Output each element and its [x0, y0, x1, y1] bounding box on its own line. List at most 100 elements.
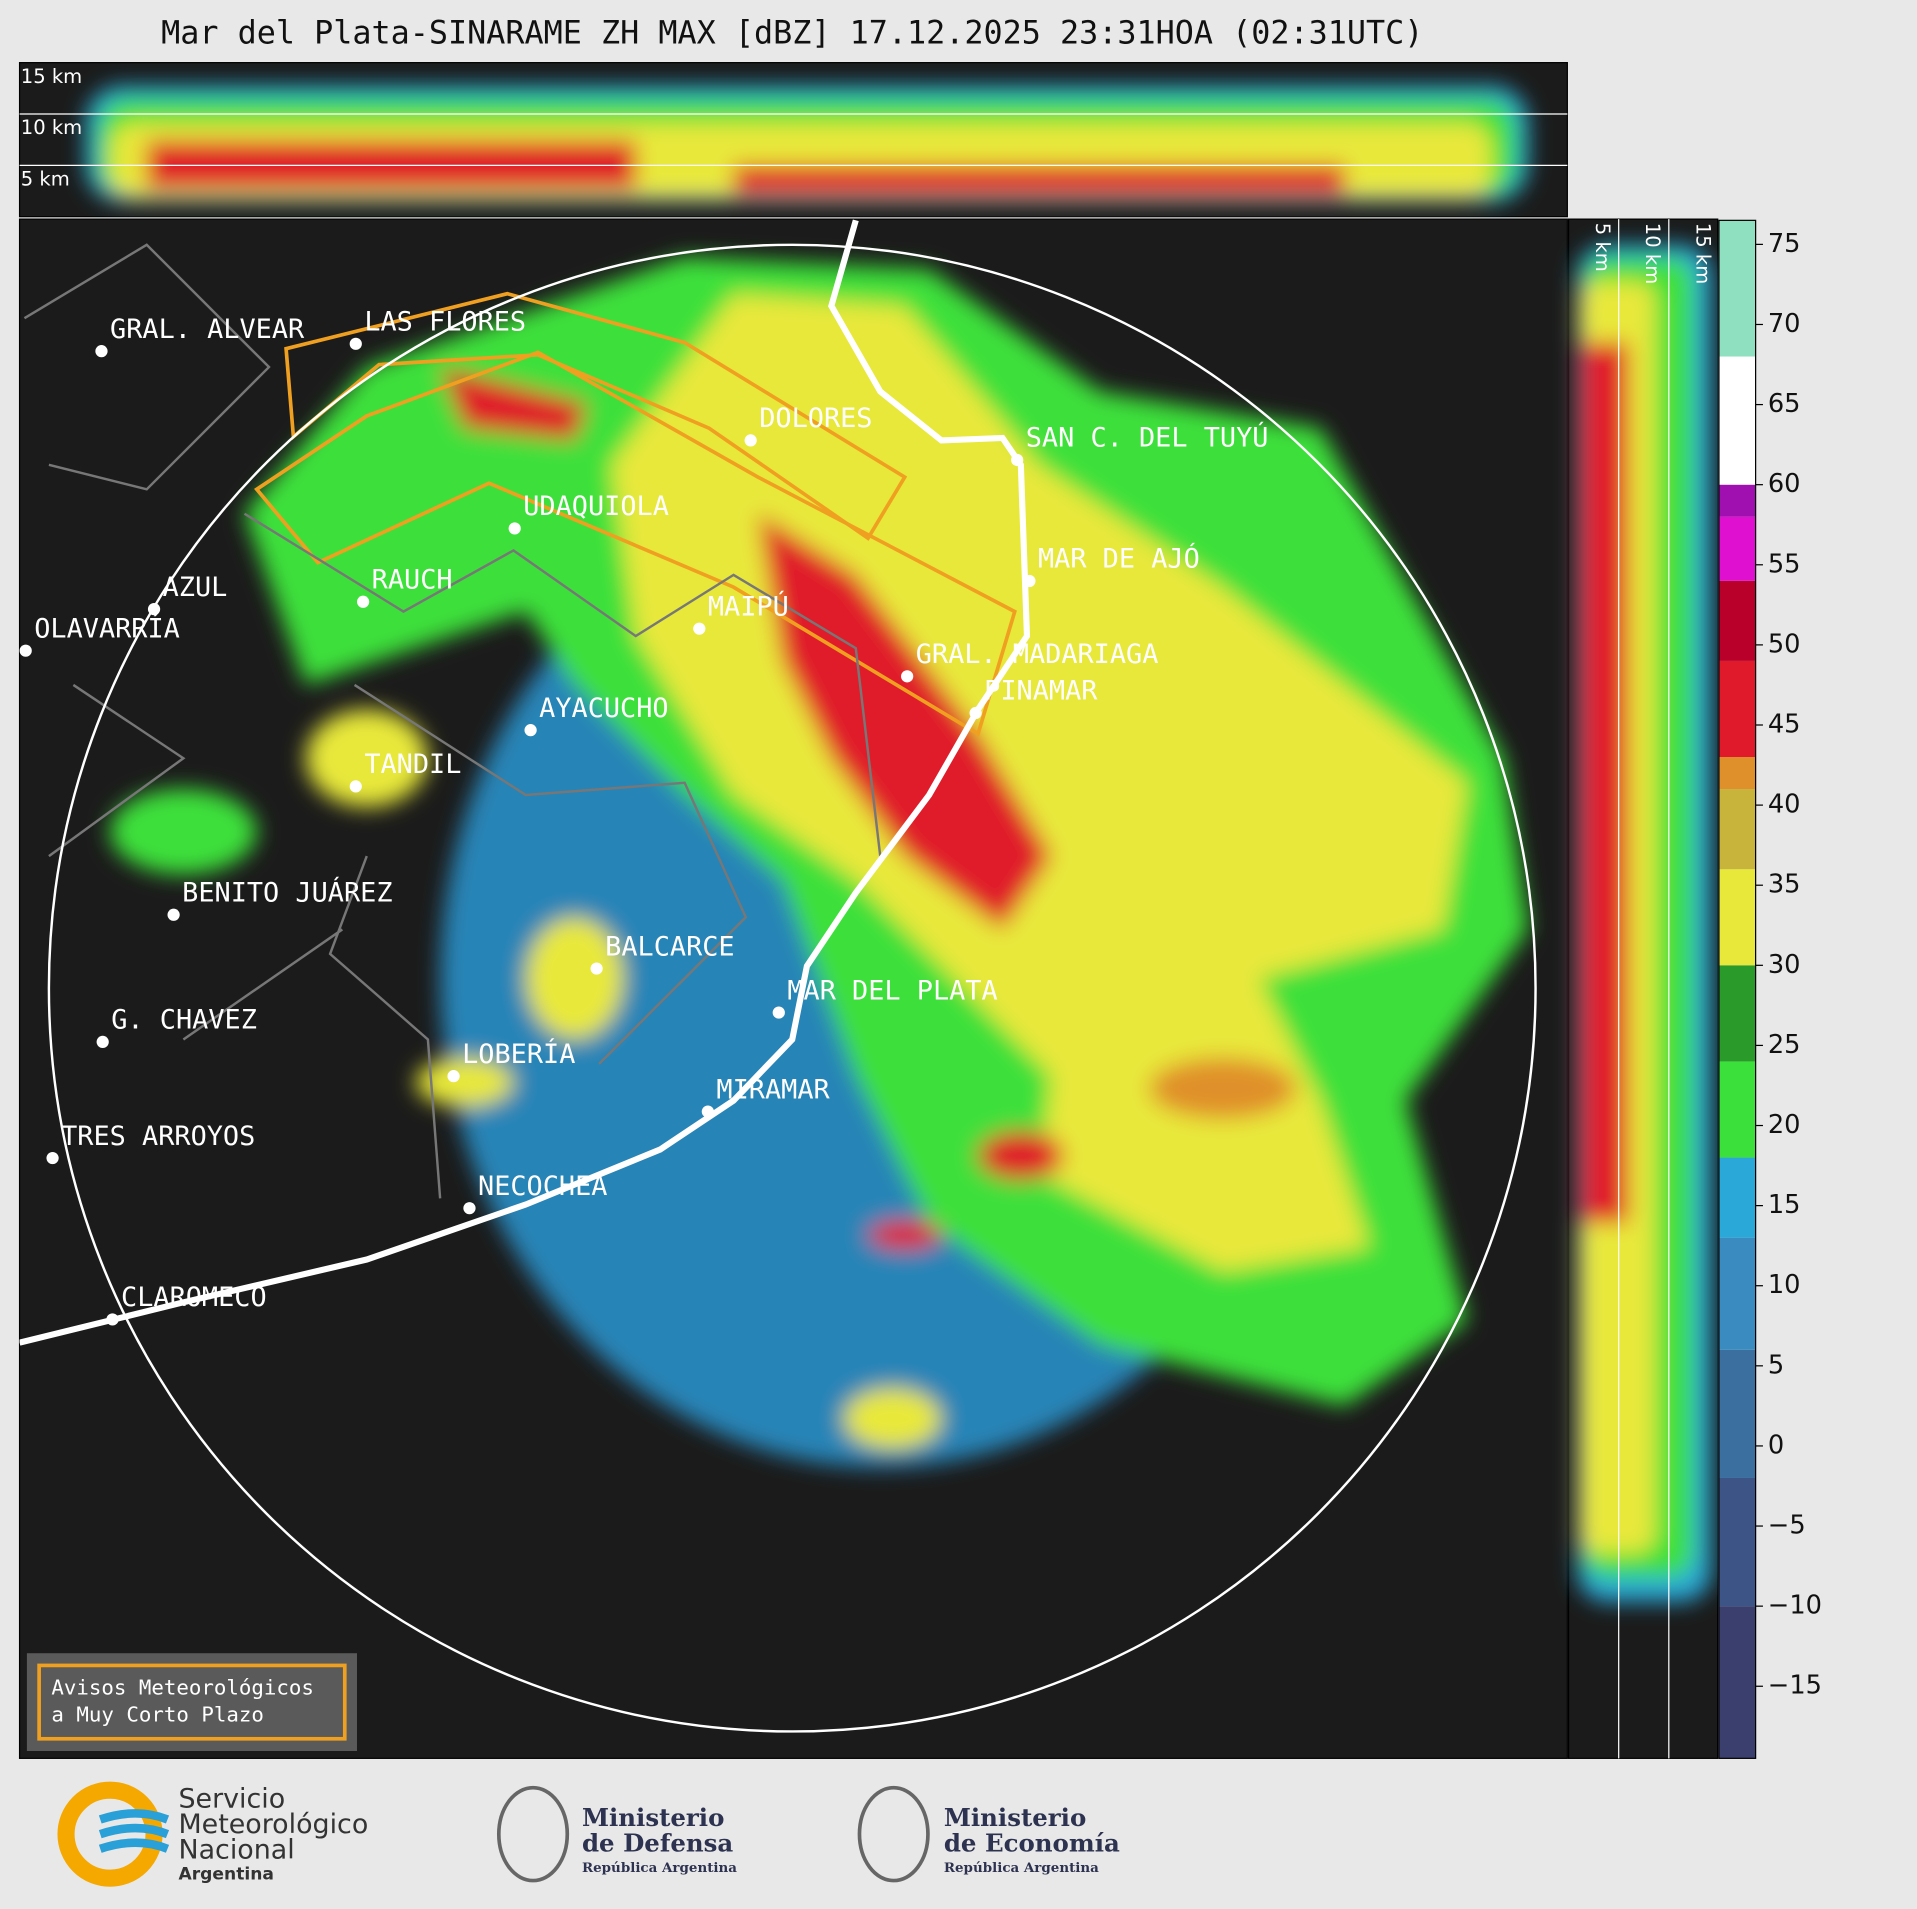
logo-text: de Economía	[944, 1829, 1120, 1858]
colorbar-tick-label: 30	[1768, 950, 1801, 980]
colorbar-band	[1718, 220, 1756, 357]
colorbar-band	[1718, 1157, 1756, 1238]
city-dot	[1023, 574, 1036, 588]
colorbar-band	[1718, 1349, 1756, 1478]
colorbar-tick-label: 20	[1768, 1110, 1801, 1140]
city-label: CLAROMECO	[121, 1282, 267, 1313]
colorbar-band	[1718, 516, 1756, 581]
city-label: PINAMAR	[984, 676, 1098, 707]
city-dot	[356, 595, 370, 608]
colorbar-band	[1718, 1061, 1756, 1158]
altitude-label: 15 km	[21, 65, 82, 88]
city-dot	[447, 1070, 460, 1083]
colorbar-tick-label: 65	[1768, 389, 1801, 419]
city-dot	[772, 1006, 785, 1019]
colorbar-band	[1718, 1237, 1756, 1350]
city-dot	[744, 434, 757, 447]
colorbar-tick-label: 45	[1768, 709, 1801, 739]
city-dot	[106, 1313, 119, 1326]
colorbar-tick-label: 75	[1768, 229, 1801, 259]
city-dot	[167, 908, 180, 921]
logo-text: República Argentina	[582, 1860, 737, 1876]
city-dot	[46, 1151, 59, 1165]
range-ring	[47, 243, 1537, 1733]
warning-area	[254, 350, 1017, 737]
city-dot	[95, 345, 108, 358]
colorbar-tick-label: 25	[1768, 1030, 1801, 1060]
coat-of-arms	[496, 1785, 570, 1883]
city-dot	[901, 670, 914, 683]
city-label: G. CHAVEZ	[111, 1005, 257, 1036]
city-dot	[463, 1202, 476, 1215]
colorbar-band	[1718, 484, 1756, 517]
colorbar-tick-label: 60	[1768, 469, 1801, 499]
city-label: MAIPÚ	[708, 590, 789, 622]
city-dot	[349, 337, 362, 350]
city-dot	[701, 1105, 714, 1118]
colorbar-band	[1718, 580, 1756, 661]
logo-text: República Argentina	[944, 1860, 1099, 1876]
colorbar-band	[1718, 1606, 1756, 1759]
city-label: BALCARCE	[605, 931, 734, 962]
colorbar-band	[1718, 356, 1756, 485]
colorbar-band	[1718, 660, 1756, 758]
logo-text: Argentina	[178, 1864, 273, 1884]
city-label: MAR DEL PLATA	[787, 975, 997, 1006]
logo-text: Nacional	[178, 1835, 294, 1866]
city-label: RAUCH	[372, 565, 453, 596]
colorbar-tick-label: −5	[1768, 1511, 1806, 1541]
city-label: DOLORES	[759, 403, 872, 434]
colorbar-band	[1718, 757, 1756, 790]
city-dot	[969, 706, 982, 720]
city-dot	[349, 780, 362, 793]
city-label: AYACUCHO	[539, 693, 668, 724]
colorbar-tick-label: 0	[1768, 1430, 1784, 1460]
city-label: MAR DE AJÓ	[1038, 543, 1200, 575]
city-label: SAN C. DEL TUYÚ	[1026, 422, 1269, 454]
colorbar-tick-label: 55	[1768, 549, 1801, 579]
coat-of-arms	[857, 1785, 930, 1883]
colorbar-band	[1718, 869, 1756, 966]
logo-text: Meteorológico	[178, 1809, 368, 1840]
city-label: LOBERÍA	[462, 1038, 575, 1070]
altitude-label: 15 km	[1691, 223, 1714, 284]
altitude-label: 10 km	[1641, 223, 1664, 284]
colorbar-tick-label: 50	[1768, 629, 1801, 659]
colorbar-band	[1718, 965, 1756, 1062]
city-label: TRES ARROYOS	[61, 1121, 255, 1152]
city-label: GRAL. MADARIAGA	[916, 639, 1159, 670]
colorbar-tick-label: 10	[1768, 1270, 1801, 1300]
city-label: AZUL	[163, 572, 228, 603]
city-dot	[508, 522, 521, 535]
colorbar-tick-label: −15	[1768, 1671, 1822, 1701]
colorbar-tick-label: 15	[1768, 1190, 1801, 1220]
altitude-label: 5 km	[21, 167, 70, 190]
logo-text: Ministerio	[582, 1803, 724, 1832]
logo-text: Ministerio	[944, 1803, 1086, 1832]
city-label: OLAVARRÍA	[34, 612, 180, 644]
logo-text: Servicio	[178, 1783, 285, 1814]
city-label: BENITO JUÁREZ	[182, 876, 392, 908]
legend-swatch	[37, 1663, 347, 1741]
city-dot	[693, 622, 706, 635]
colorbar-tick-label: 40	[1768, 790, 1801, 820]
smn-logo-waves	[98, 1809, 170, 1853]
colorbar-tick-label: −10	[1768, 1591, 1822, 1621]
city-label: LAS FLORES	[364, 307, 526, 338]
city-dot	[524, 724, 537, 737]
city-label: UDAQUIOLA	[523, 491, 669, 522]
top-echo	[85, 85, 1529, 203]
colorbar-tick-label: 5	[1768, 1350, 1784, 1380]
city-label: NECOCHEA	[478, 1171, 607, 1202]
city-label: MIRAMAR	[716, 1074, 830, 1105]
city-label: GRAL. ALVEAR	[110, 314, 305, 345]
legend-text: a Muy Corto Plazo	[51, 1703, 264, 1727]
logo-text: de Defensa	[582, 1829, 733, 1858]
city-dot	[19, 644, 32, 657]
altitude-label: 5 km	[1591, 223, 1614, 272]
legend-text: Avisos Meteorológicos	[51, 1676, 314, 1700]
colorbar-tick-label: 70	[1768, 309, 1801, 339]
colorbar-frame	[1718, 219, 1757, 1759]
